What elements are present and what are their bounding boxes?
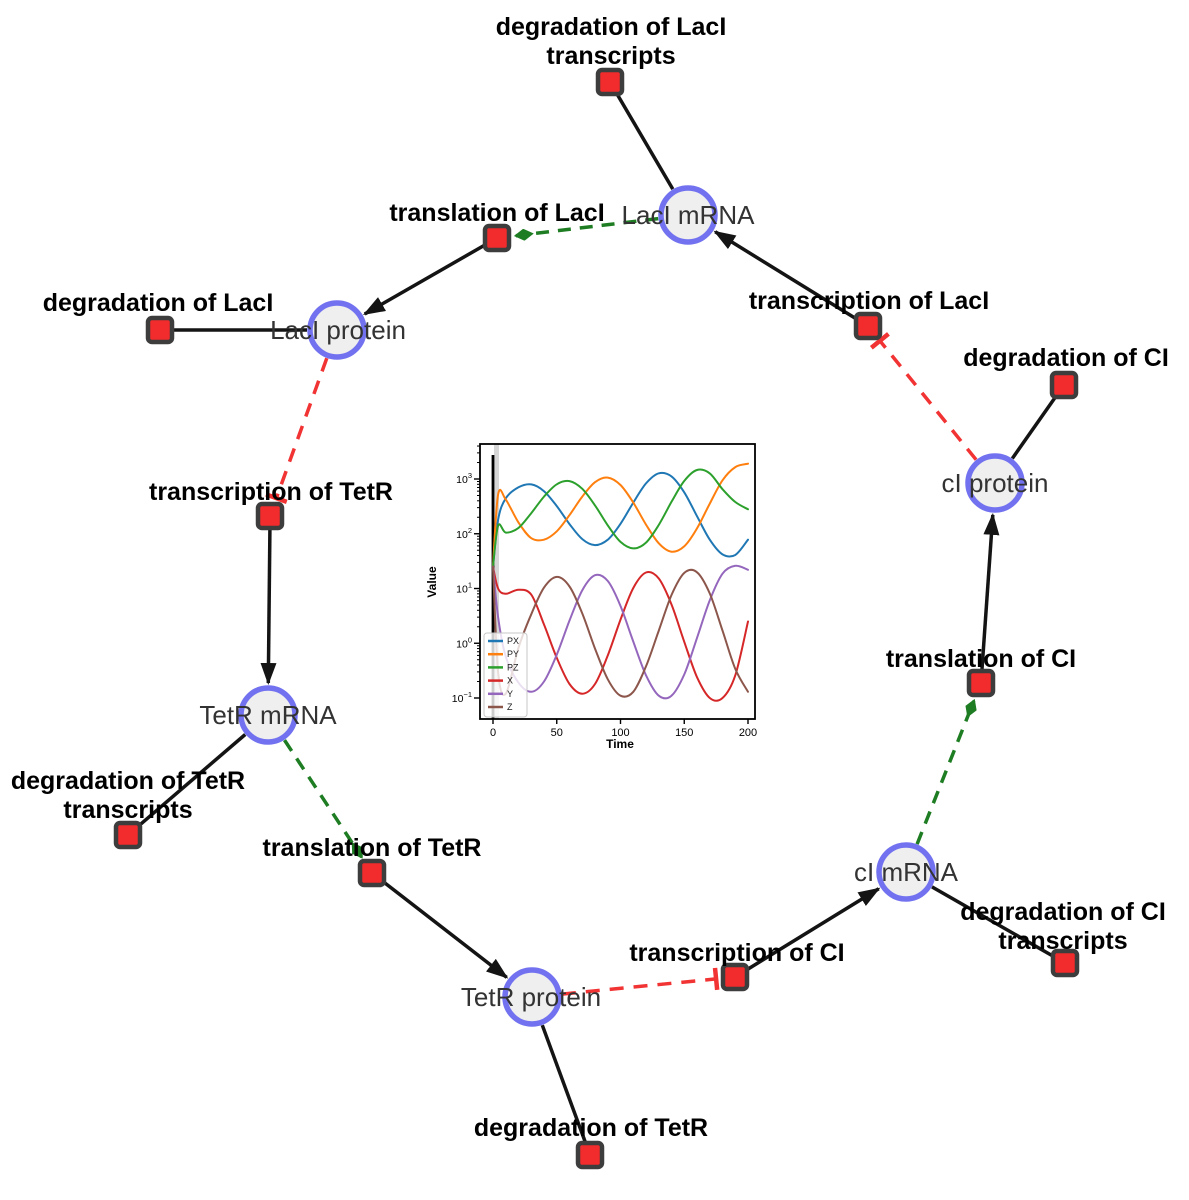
edge-modifier-laci-mrna-to-translation-of-laci: [513, 216, 659, 241]
legend-label-z: Z: [507, 702, 513, 712]
edge-production-translation-of-tetr-to-tetr-protein: [382, 880, 509, 979]
edge-production-transcription-of-laci-to-laci-mrna: [713, 230, 858, 321]
label-degradation-of-laci-transcripts: transcripts: [546, 42, 675, 70]
label-laci-mrna: LacI mRNA: [622, 200, 756, 230]
edge-consumption-ci-protein-to-degradation-of-ci: [1010, 395, 1058, 460]
edge-production-translation-of-ci-to-ci-protein: [980, 512, 1000, 670]
reaction-node-transcription-of-laci[interactable]: [853, 311, 883, 341]
label-ci-mrna: cI mRNA: [854, 857, 959, 887]
edge-production-transcription-of-tetr-to-tetr-mrna: [260, 529, 277, 685]
x-tick-label: 200: [739, 727, 757, 739]
series-curve-py: [492, 462, 749, 568]
nodes-layer: [113, 67, 1080, 1170]
reaction-node-translation-of-laci[interactable]: [482, 223, 512, 253]
label-degradation-of-laci-transcripts: degradation of LacI: [496, 13, 727, 41]
reaction-node-degradation-of-laci[interactable]: [145, 315, 175, 345]
chart-body: 0 50 100 150 200 103 102 101 100 10−1 PX PY PZ XYZ: [452, 443, 757, 739]
species-node-ci-protein[interactable]: [965, 453, 1025, 513]
label-translation-of-tetr: translation of TetR: [263, 834, 482, 862]
x-axis-label: Time: [606, 737, 634, 751]
label-transcription-of-tetr: transcription of TetR: [149, 478, 393, 506]
edge-consumption-tetr-protein-to-degradation-of-tetr: [540, 1024, 587, 1143]
labels-layer: degradation of LacItranscriptstranslatio…: [11, 13, 1169, 1142]
species-node-tetr-protein[interactable]: [502, 967, 562, 1027]
reaction-node-degradation-of-tetr-transcripts[interactable]: [113, 820, 143, 850]
legend-label-pz: PZ: [507, 662, 519, 672]
species-node-laci-mrna[interactable]: [658, 185, 718, 245]
y-tick-label: 10−1: [452, 690, 472, 705]
label-transcription-of-laci: transcription of LacI: [749, 287, 989, 315]
legend-label-y: Y: [507, 689, 513, 699]
edge-production-transcription-of-ci-to-ci-mrna: [745, 887, 881, 972]
reaction-node-translation-of-tetr[interactable]: [357, 858, 387, 888]
reaction-node-degradation-of-laci-transcripts[interactable]: [595, 67, 625, 97]
edge-inhibition-tetr-protein-to-transcription-of-ci: [561, 967, 720, 996]
label-transcription-of-ci: transcription of CI: [629, 939, 844, 967]
label-tetr-mrna: TetR mRNA: [199, 700, 337, 730]
legend-label-py: PY: [507, 649, 519, 659]
y-tick-label: 100: [456, 635, 472, 650]
edge-consumption-laci-mrna-to-degradation-of-laci-transcripts: [615, 93, 675, 190]
species-node-ci-mrna[interactable]: [876, 842, 936, 902]
series-curve-px: [492, 471, 749, 568]
edge-consumption-tetr-mrna-to-degradation-of-tetr-transcripts: [137, 733, 247, 828]
edge-inhibition-laci-protein-to-transcription-of-tetr: [265, 357, 329, 504]
label-translation-of-laci: translation of LacI: [389, 199, 604, 227]
x-tick-label: 100: [611, 727, 629, 739]
label-degradation-of-ci: degradation of CI: [963, 344, 1169, 372]
species-node-laci-protein[interactable]: [307, 300, 367, 360]
edge-production-translation-of-laci-to-laci-protein: [362, 243, 486, 316]
label-degradation-of-ci-transcripts: transcripts: [998, 927, 1127, 955]
y-tick-label: 103: [456, 471, 472, 486]
label-degradation-of-tetr-transcripts: degradation of TetR: [11, 767, 245, 795]
edge-inhibition-ci-protein-to-transcription-of-laci: [869, 332, 978, 461]
legend-label-px: PX: [507, 636, 519, 646]
reaction-node-translation-of-ci[interactable]: [966, 668, 996, 698]
label-tetr-protein: TetR protein: [461, 982, 601, 1012]
edge-modifier-ci-mrna-to-translation-of-ci: [915, 698, 977, 845]
y-axis-label: Value: [425, 566, 439, 598]
timecourse-plot: 0 50 100 150 200 103 102 101 100 10−1 PX PY PZ XYZ Ti…: [425, 443, 757, 751]
label-degradation-of-tetr: degradation of TetR: [474, 1114, 708, 1142]
plot-frame: [479, 443, 756, 720]
legend: PX PY PZ XYZ: [483, 632, 528, 718]
reaction-node-degradation-of-ci[interactable]: [1049, 370, 1079, 400]
reaction-node-transcription-of-tetr[interactable]: [255, 501, 285, 531]
label-translation-of-ci: translation of CI: [886, 645, 1076, 673]
y-tick-label: 102: [456, 526, 472, 541]
x-tick-label: 0: [490, 727, 496, 739]
edges-layer: [137, 93, 1058, 1143]
reaction-node-degradation-of-ci-transcripts[interactable]: [1050, 948, 1080, 978]
legend-box: [483, 632, 528, 718]
reaction-node-degradation-of-tetr[interactable]: [575, 1140, 605, 1170]
series-curve-x: [492, 565, 749, 702]
reaction-node-transcription-of-ci[interactable]: [720, 962, 750, 992]
label-ci-protein: cI protein: [942, 468, 1049, 498]
x-tick-label: 50: [551, 727, 563, 739]
x-tick-label: 150: [675, 727, 693, 739]
species-node-tetr-mrna[interactable]: [238, 685, 298, 745]
series-curve-pz: [492, 468, 749, 568]
y-tick-label: 101: [456, 581, 472, 596]
edge-consumption-ci-mrna-to-degradation-of-ci-transcripts: [931, 885, 1054, 958]
label-degradation-of-tetr-transcripts: transcripts: [63, 796, 192, 824]
edge-modifier-tetr-mrna-to-translation-of-tetr: [283, 739, 364, 859]
label-laci-protein: LacI protein: [270, 315, 406, 345]
label-degradation-of-ci-transcripts: degradation of CI: [960, 898, 1166, 926]
label-degradation-of-laci: degradation of LacI: [43, 289, 274, 317]
legend-label-x: X: [507, 676, 513, 686]
